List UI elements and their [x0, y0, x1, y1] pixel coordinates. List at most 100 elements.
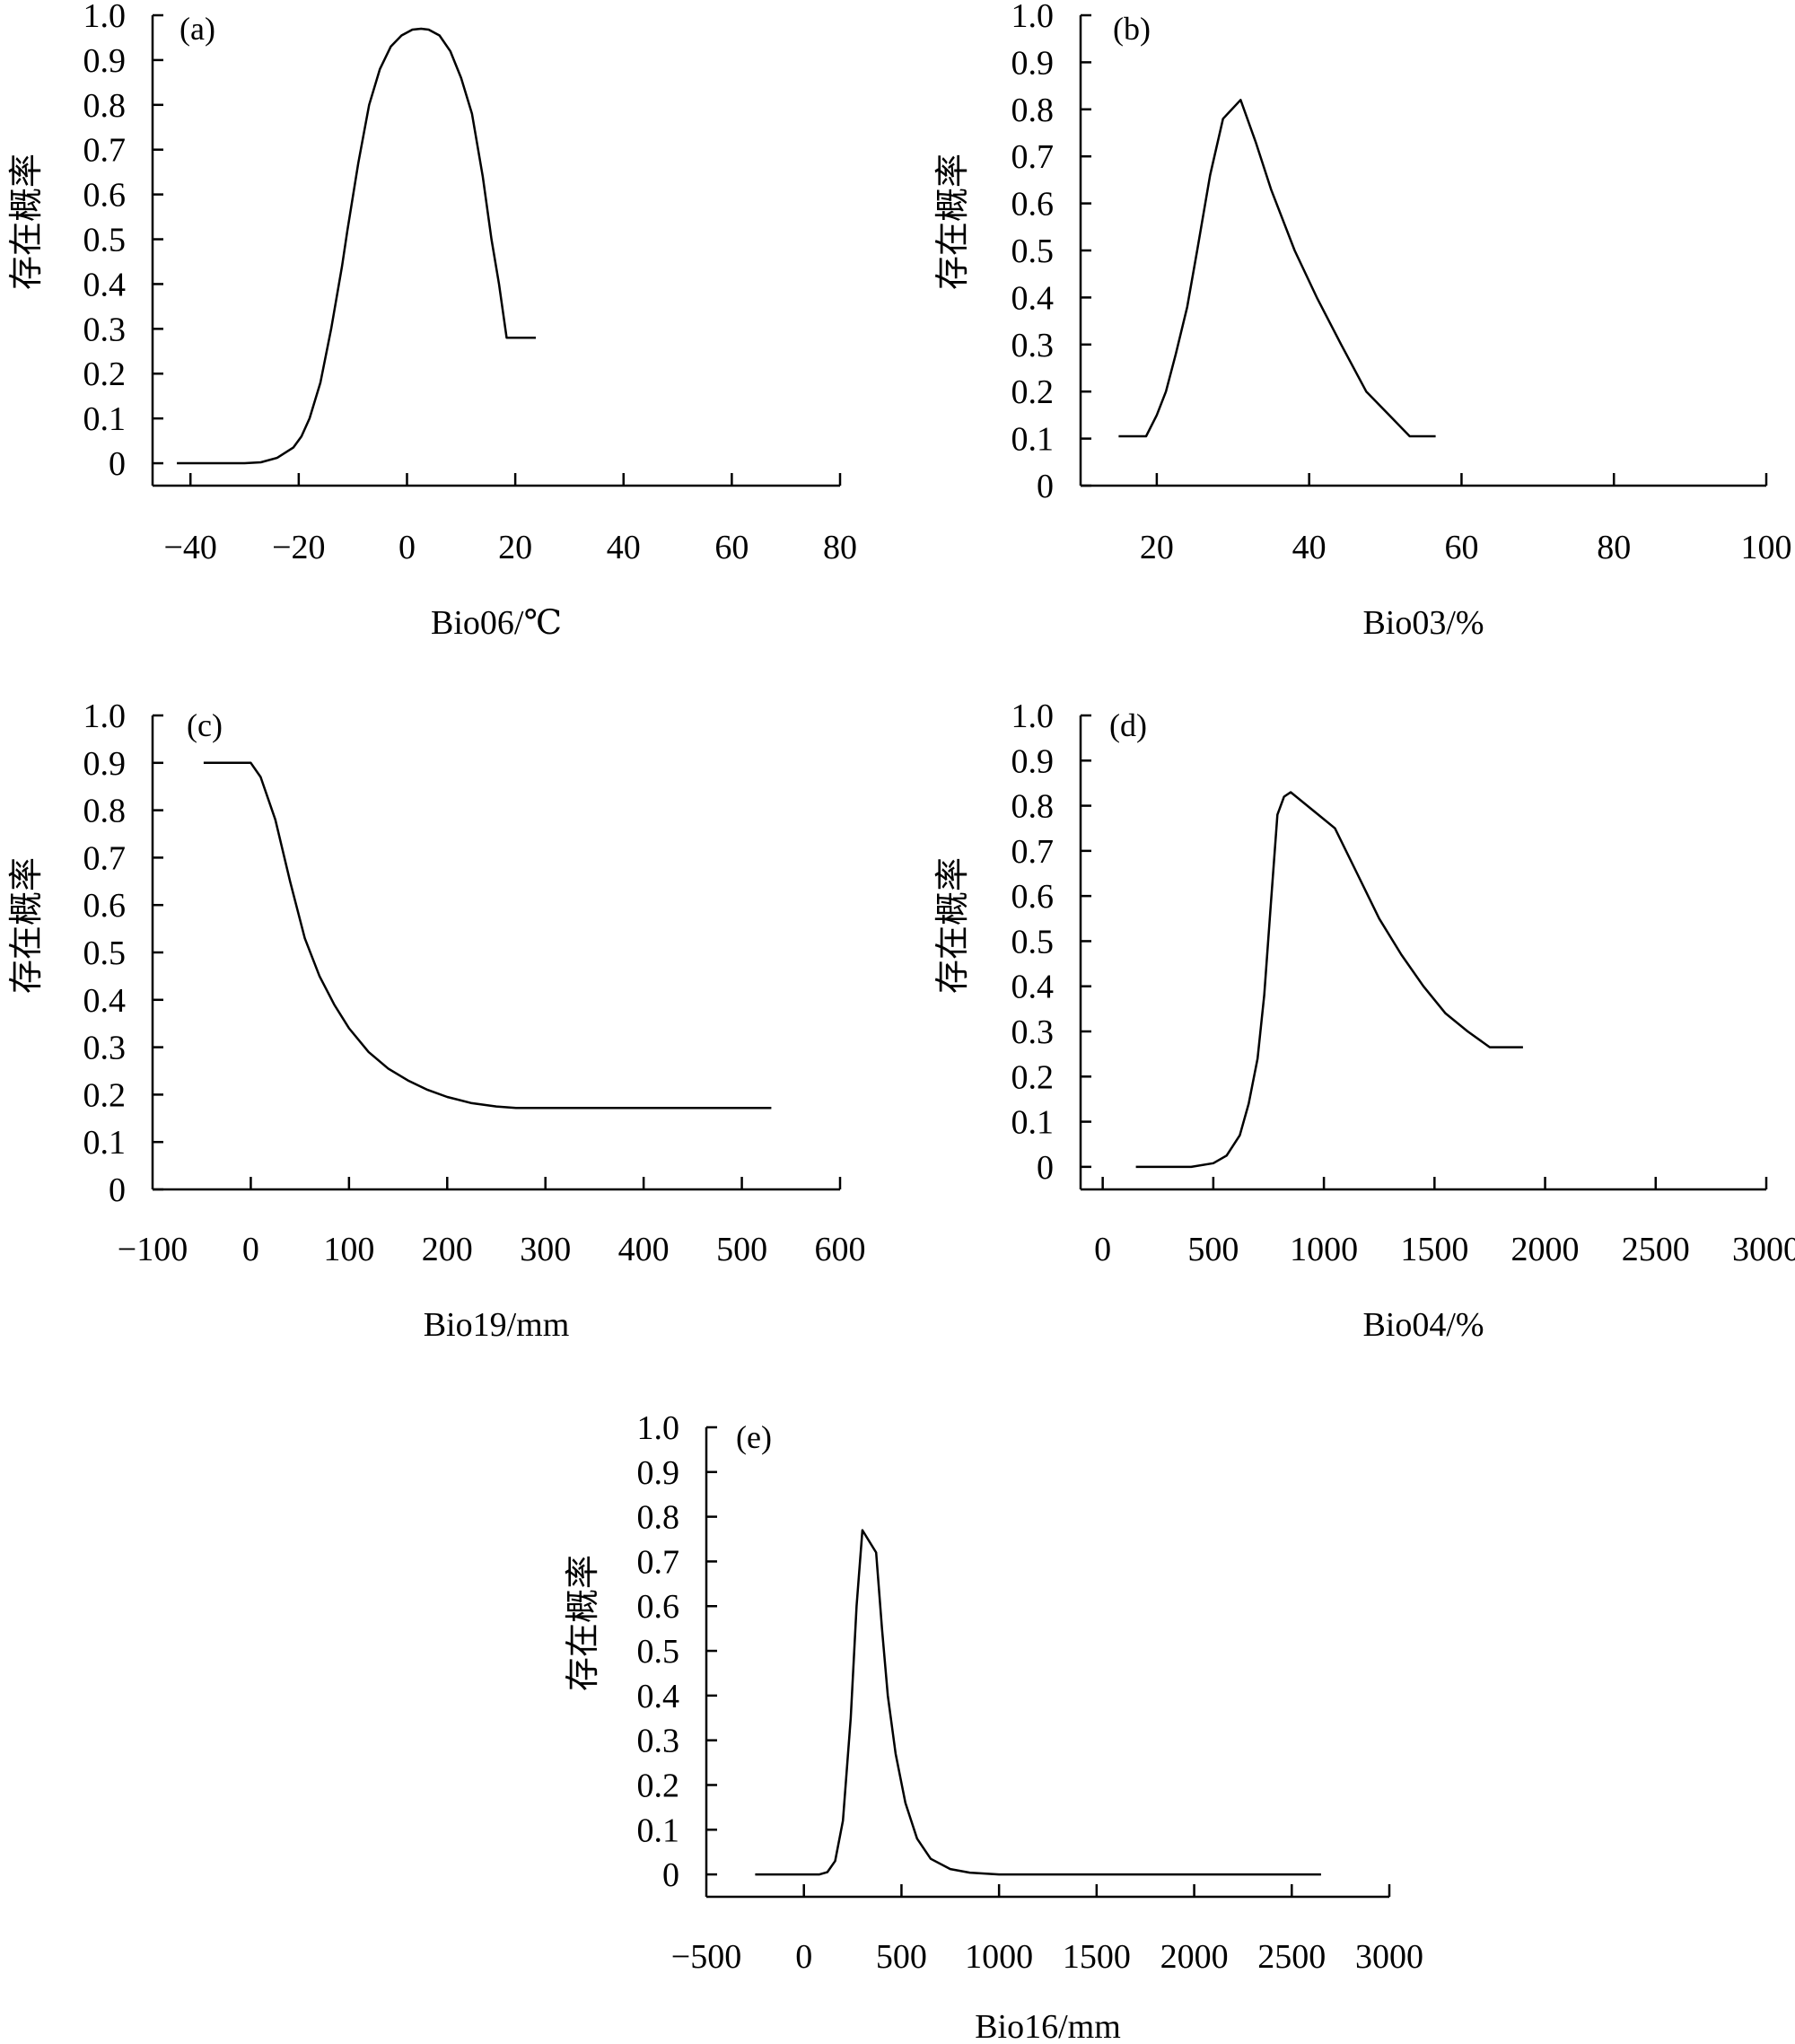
y-tick-label: 0.6 [1011, 878, 1055, 916]
x-tick-label: 1000 [965, 1938, 1033, 1976]
x-axis-label: Bio03/% [1362, 604, 1484, 642]
x-tick-label: 400 [618, 1231, 670, 1268]
y-tick-label: 0.8 [83, 87, 127, 125]
y-tick-label: 0.4 [1011, 279, 1055, 317]
y-axis-label: 存在概率 [934, 154, 972, 290]
y-tick-label: 0.2 [83, 355, 127, 393]
y-tick-label: 0.3 [83, 311, 127, 348]
y-tick-label: 0.2 [83, 1076, 127, 1114]
x-tick-label: 20 [498, 529, 532, 566]
y-tick-label: 0.5 [83, 934, 127, 972]
x-tick-label: −20 [272, 529, 325, 566]
y-tick-label: 0.9 [83, 745, 127, 783]
x-tick-label: 500 [716, 1231, 767, 1268]
x-tick-label: 100 [323, 1231, 374, 1268]
x-axis-label: Bio19/mm [424, 1306, 570, 1344]
x-tick-label: 300 [520, 1231, 571, 1268]
chart-panel-a: 0 0.1 0.2 0.3 0.4 0.5 0.6 0.7 0.8 0.9 1.0 −40 −20 0 20… [8, 0, 857, 642]
y-tick-label: 0.5 [83, 222, 127, 259]
response-curve [203, 761, 772, 1110]
chart-panel-e: 0 0.1 0.2 0.3 0.4 0.5 0.6 0.7 0.8 0.9 1.0 −500 0 500 1… [565, 1409, 1423, 2044]
panel-label: (a) [180, 11, 215, 47]
y-tick-label: 0.6 [637, 1588, 680, 1626]
x-tick-label: 60 [1444, 529, 1478, 566]
x-tick-label: 20 [1140, 529, 1174, 566]
y-tick-label: 0.1 [1011, 1104, 1055, 1142]
x-tick-label: 2500 [1257, 1938, 1326, 1976]
y-tick-label: 0.2 [1011, 1058, 1055, 1096]
y-tick-label: 0 [1037, 1149, 1054, 1187]
x-axis-label: Bio06/℃ [431, 604, 562, 642]
y-tick-label: 0 [662, 1856, 679, 1894]
y-tick-label: 1.0 [1011, 697, 1055, 735]
x-axis-label: Bio04/% [1362, 1306, 1484, 1344]
y-tick-label: 0.5 [1011, 232, 1055, 270]
y-tick-label: 1.0 [83, 0, 127, 35]
y-axis-label: 存在概率 [565, 1555, 602, 1691]
x-tick-label: 1500 [1063, 1938, 1131, 1976]
x-tick-label: 80 [823, 529, 857, 566]
panel-label: (e) [736, 1419, 772, 1455]
x-tick-label: 80 [1597, 529, 1631, 566]
y-tick-label: 0 [109, 1171, 126, 1209]
x-tick-label: 2500 [1622, 1231, 1690, 1268]
y-tick-label: 0.9 [1011, 44, 1055, 82]
y-tick-label: 0 [1037, 468, 1054, 505]
y-tick-label: 0.3 [1011, 1013, 1055, 1051]
x-tick-label: 3000 [1355, 1938, 1423, 1976]
y-tick-label: 0.3 [1011, 327, 1055, 364]
x-tick-label: 500 [1187, 1231, 1239, 1268]
y-tick-label: 0.5 [637, 1633, 680, 1671]
response-curve [177, 27, 536, 465]
y-tick-label: 0.1 [83, 400, 127, 438]
y-tick-label: 1.0 [1011, 0, 1055, 35]
y-tick-label: 0.3 [637, 1723, 680, 1760]
y-tick-label: 1.0 [637, 1409, 680, 1447]
y-tick-label: 0.7 [83, 839, 127, 877]
x-tick-label: 60 [714, 529, 749, 566]
panel-label: (c) [187, 707, 223, 743]
x-tick-label: 500 [876, 1938, 927, 1976]
y-axis-label: 存在概率 [934, 857, 972, 994]
x-tick-label: 600 [815, 1231, 866, 1268]
response-curve [1135, 791, 1523, 1169]
y-tick-label: 0.1 [1011, 421, 1055, 459]
y-tick-label: 0.5 [1011, 923, 1055, 961]
x-tick-label: 0 [795, 1938, 812, 1976]
x-tick-label: 2000 [1511, 1231, 1580, 1268]
y-tick-label: 0.4 [83, 982, 127, 1020]
y-tick-label: 0.9 [637, 1454, 680, 1492]
chart-panel-d: 0 0.1 0.2 0.3 0.4 0.5 0.6 0.7 0.8 0.9 1.0 0 500 1000 1… [934, 697, 1795, 1344]
y-tick-label: 0.1 [637, 1812, 680, 1849]
x-tick-label: −500 [671, 1938, 741, 1976]
y-tick-label: 0 [109, 445, 126, 483]
x-tick-label: −40 [164, 529, 217, 566]
x-tick-label: 40 [1292, 529, 1327, 566]
y-tick-label: 0.1 [83, 1124, 127, 1162]
x-tick-label: 3000 [1732, 1231, 1795, 1268]
chart-panel-b: 0 0.1 0.2 0.3 0.4 0.5 0.6 0.7 0.8 0.9 1.0 20 40 60 80 1… [934, 0, 1792, 642]
y-tick-label: 0.9 [1011, 742, 1055, 780]
y-tick-label: 0.7 [1011, 833, 1055, 871]
y-axis-label: 存在概率 [8, 857, 46, 994]
y-tick-label: 1.0 [83, 697, 127, 735]
x-tick-label: 0 [398, 529, 416, 566]
x-tick-label: 100 [1741, 529, 1792, 566]
x-tick-label: 40 [607, 529, 641, 566]
y-tick-label: 0.6 [1011, 186, 1055, 224]
y-tick-label: 0.8 [1011, 788, 1055, 826]
y-tick-label: 0.8 [637, 1499, 680, 1537]
x-tick-label: 1000 [1290, 1231, 1358, 1268]
x-tick-label: 0 [242, 1231, 259, 1268]
y-tick-label: 0.4 [83, 266, 127, 303]
y-tick-label: 0.8 [1011, 92, 1055, 129]
y-tick-label: 0.4 [637, 1678, 680, 1715]
x-tick-label: 200 [422, 1231, 473, 1268]
chart-panel-c: 0 0.1 0.2 0.3 0.4 0.5 0.6 0.7 0.8 0.9 1.0 −100 0 100 2… [8, 697, 866, 1344]
x-tick-label: 1500 [1400, 1231, 1468, 1268]
y-tick-label: 0.9 [83, 42, 127, 80]
y-tick-label: 0.4 [1011, 969, 1055, 1006]
y-tick-label: 0.2 [637, 1767, 680, 1804]
